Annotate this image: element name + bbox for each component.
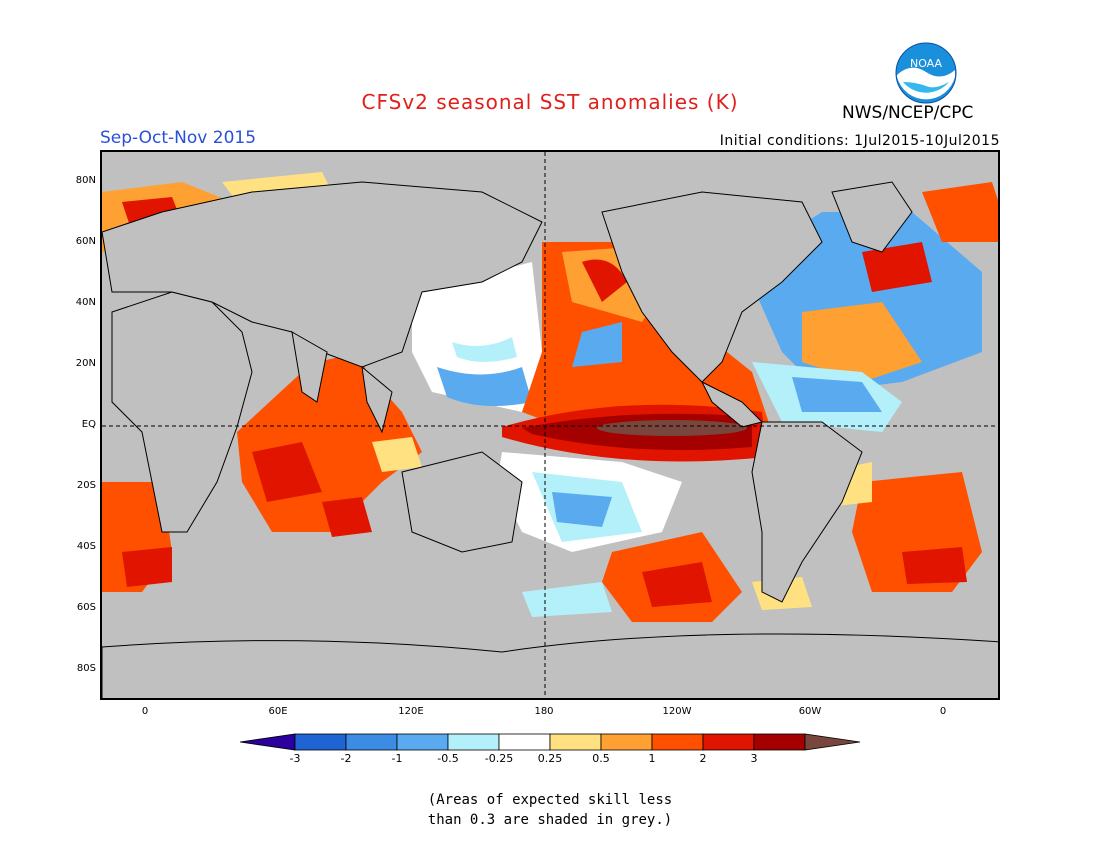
skill-note: (Areas of expected skill less than 0.3 a… xyxy=(0,790,1100,830)
lon-label: 120W xyxy=(662,706,692,717)
noaa-logo-icon: NOAA xyxy=(895,42,957,104)
noaa-logo-text: NOAA xyxy=(910,57,943,70)
color-bar-segment xyxy=(498,733,551,751)
continents xyxy=(102,181,998,698)
color-bar-upper-extend xyxy=(804,733,861,751)
skill-note-line2: than 0.3 are shaded in grey.) xyxy=(427,812,673,828)
color-bar-label: -0.5 xyxy=(437,752,459,765)
lat-label: 40S xyxy=(76,541,96,552)
lat-label: 40N xyxy=(75,297,96,308)
color-bar-label: -3 xyxy=(289,752,301,765)
lat-label: 60S xyxy=(76,602,96,613)
lon-label: 180 xyxy=(534,706,554,717)
color-bar-label: 1 xyxy=(648,752,656,765)
color-bar-segment xyxy=(702,733,755,751)
color-bar-segment xyxy=(600,733,653,751)
color-bar-label: 2 xyxy=(699,752,707,765)
sst-anomaly-map xyxy=(100,150,1000,700)
color-bar-segment xyxy=(549,733,602,751)
color-bar-lower-extend xyxy=(239,733,296,751)
color-bar-segment xyxy=(345,733,398,751)
color-bar-label: 3 xyxy=(750,752,758,765)
lon-label: 0 xyxy=(939,706,947,717)
color-bar-segment xyxy=(753,733,806,751)
lon-label: 60E xyxy=(268,706,288,717)
color-bar-segment xyxy=(294,733,347,751)
map-title: CFSv2 seasonal SST anomalies (K) xyxy=(361,90,739,114)
initial-conditions-label: Initial conditions: 1Jul2015-10Jul2015 xyxy=(719,133,1000,149)
lon-label: 0 xyxy=(141,706,149,717)
color-bar xyxy=(239,733,861,751)
lat-label: 80N xyxy=(75,175,96,186)
lat-label: 80S xyxy=(76,663,96,674)
lon-label: 120E xyxy=(398,706,424,717)
color-bar-label: 0.25 xyxy=(537,752,563,765)
color-bar-segment xyxy=(396,733,449,751)
skill-note-line1: (Areas of expected skill less xyxy=(427,792,673,808)
color-bar-segment xyxy=(447,733,500,751)
lon-label: 60W xyxy=(798,706,822,717)
color-bar-label: 0.5 xyxy=(592,752,610,765)
lat-label: EQ xyxy=(81,419,96,430)
color-bar-label: -0.25 xyxy=(484,752,514,765)
agency-label: NWS/NCEP/CPC xyxy=(842,103,974,123)
lat-label: 60N xyxy=(75,236,96,247)
lat-label: 20N xyxy=(75,358,96,369)
color-bar-segment xyxy=(651,733,704,751)
lat-label: 20S xyxy=(76,480,96,491)
color-bar-label: -1 xyxy=(391,752,403,765)
season-label: Sep-Oct-Nov 2015 xyxy=(100,128,257,148)
color-bar-label: -2 xyxy=(340,752,352,765)
